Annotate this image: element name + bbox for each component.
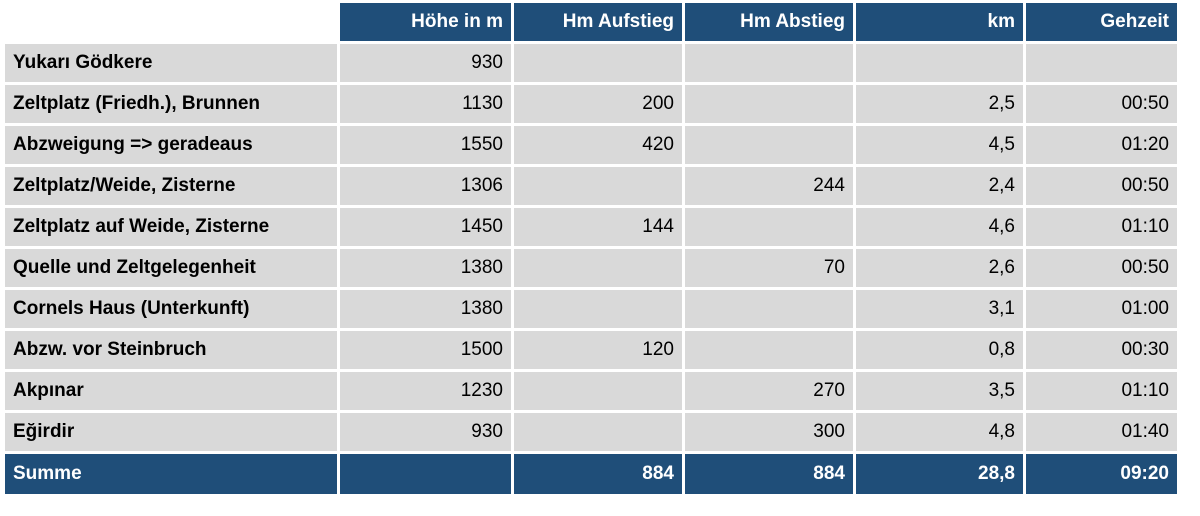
descent-cell: 244 [685,167,853,205]
height-cell: 1230 [340,372,511,410]
ascent-cell [514,372,682,410]
descent-cell: 70 [685,249,853,287]
header-height: Höhe in m [340,3,511,41]
descent-cell [685,44,853,82]
time-cell: 01:10 [1026,208,1177,246]
descent-cell: 270 [685,372,853,410]
table-row: Akpınar 1230 270 3,5 01:10 [5,372,1177,410]
waypoint-name: Akpınar [5,372,337,410]
table-row: Quelle und Zeltgelegenheit 1380 70 2,6 0… [5,249,1177,287]
km-cell: 2,4 [856,167,1023,205]
descent-cell [685,208,853,246]
ascent-cell: 120 [514,331,682,369]
height-cell: 930 [340,413,511,451]
header-ascent: Hm Aufstieg [514,3,682,41]
km-cell: 3,5 [856,372,1023,410]
total-km: 28,8 [856,454,1023,494]
route-table-container: Höhe in m Hm Aufstieg Hm Abstieg km Gehz… [2,0,1180,497]
header-row: Höhe in m Hm Aufstieg Hm Abstieg km Gehz… [5,3,1177,41]
km-cell: 4,6 [856,208,1023,246]
time-cell: 00:50 [1026,249,1177,287]
header-descent: Hm Abstieg [685,3,853,41]
km-cell: 4,5 [856,126,1023,164]
time-cell: 00:50 [1026,85,1177,123]
km-cell: 2,6 [856,249,1023,287]
table-row: Abzw. vor Steinbruch 1500 120 0,8 00:30 [5,331,1177,369]
ascent-cell [514,413,682,451]
time-cell: 01:40 [1026,413,1177,451]
ascent-cell: 200 [514,85,682,123]
ascent-cell: 420 [514,126,682,164]
table-row: Zeltplatz (Friedh.), Brunnen 1130 200 2,… [5,85,1177,123]
time-cell: 01:00 [1026,290,1177,328]
ascent-cell [514,249,682,287]
waypoint-name: Cornels Haus (Unterkunft) [5,290,337,328]
table-row: Abzweigung => geradeaus 1550 420 4,5 01:… [5,126,1177,164]
time-cell: 01:20 [1026,126,1177,164]
height-cell: 1450 [340,208,511,246]
km-cell [856,44,1023,82]
km-cell: 3,1 [856,290,1023,328]
waypoint-name: Zeltplatz/Weide, Zisterne [5,167,337,205]
ascent-cell [514,167,682,205]
height-cell: 1500 [340,331,511,369]
total-row: Summe 884 884 28,8 09:20 [5,454,1177,494]
total-descent: 884 [685,454,853,494]
height-cell: 1130 [340,85,511,123]
descent-cell [685,290,853,328]
time-cell: 00:50 [1026,167,1177,205]
table-row: Cornels Haus (Unterkunft) 1380 3,1 01:00 [5,290,1177,328]
waypoint-name: Abzw. vor Steinbruch [5,331,337,369]
ascent-cell [514,290,682,328]
total-label: Summe [5,454,337,494]
waypoint-name: Yukarı Gödkere [5,44,337,82]
height-cell: 1550 [340,126,511,164]
header-km: km [856,3,1023,41]
ascent-cell: 144 [514,208,682,246]
table-row: Zeltplatz auf Weide, Zisterne 1450 144 4… [5,208,1177,246]
total-height-cell [340,454,511,494]
header-time: Gehzeit [1026,3,1177,41]
table-row: Zeltplatz/Weide, Zisterne 1306 244 2,4 0… [5,167,1177,205]
time-cell: 01:10 [1026,372,1177,410]
waypoint-name: Eğirdir [5,413,337,451]
time-cell: 00:30 [1026,331,1177,369]
descent-cell [685,331,853,369]
waypoint-name: Abzweigung => geradeaus [5,126,337,164]
ascent-cell [514,44,682,82]
height-cell: 1306 [340,167,511,205]
table-row: Eğirdir 930 300 4,8 01:40 [5,413,1177,451]
total-ascent: 884 [514,454,682,494]
table-row: Yukarı Gödkere 930 [5,44,1177,82]
km-cell: 4,8 [856,413,1023,451]
route-table: Höhe in m Hm Aufstieg Hm Abstieg km Gehz… [2,0,1180,497]
height-cell: 1380 [340,249,511,287]
header-cell-empty [5,3,337,41]
total-time: 09:20 [1026,454,1177,494]
height-cell: 1380 [340,290,511,328]
km-cell: 0,8 [856,331,1023,369]
height-cell: 930 [340,44,511,82]
km-cell: 2,5 [856,85,1023,123]
descent-cell: 300 [685,413,853,451]
descent-cell [685,85,853,123]
waypoint-name: Zeltplatz (Friedh.), Brunnen [5,85,337,123]
time-cell [1026,44,1177,82]
waypoint-name: Quelle und Zeltgelegenheit [5,249,337,287]
descent-cell [685,126,853,164]
waypoint-name: Zeltplatz auf Weide, Zisterne [5,208,337,246]
